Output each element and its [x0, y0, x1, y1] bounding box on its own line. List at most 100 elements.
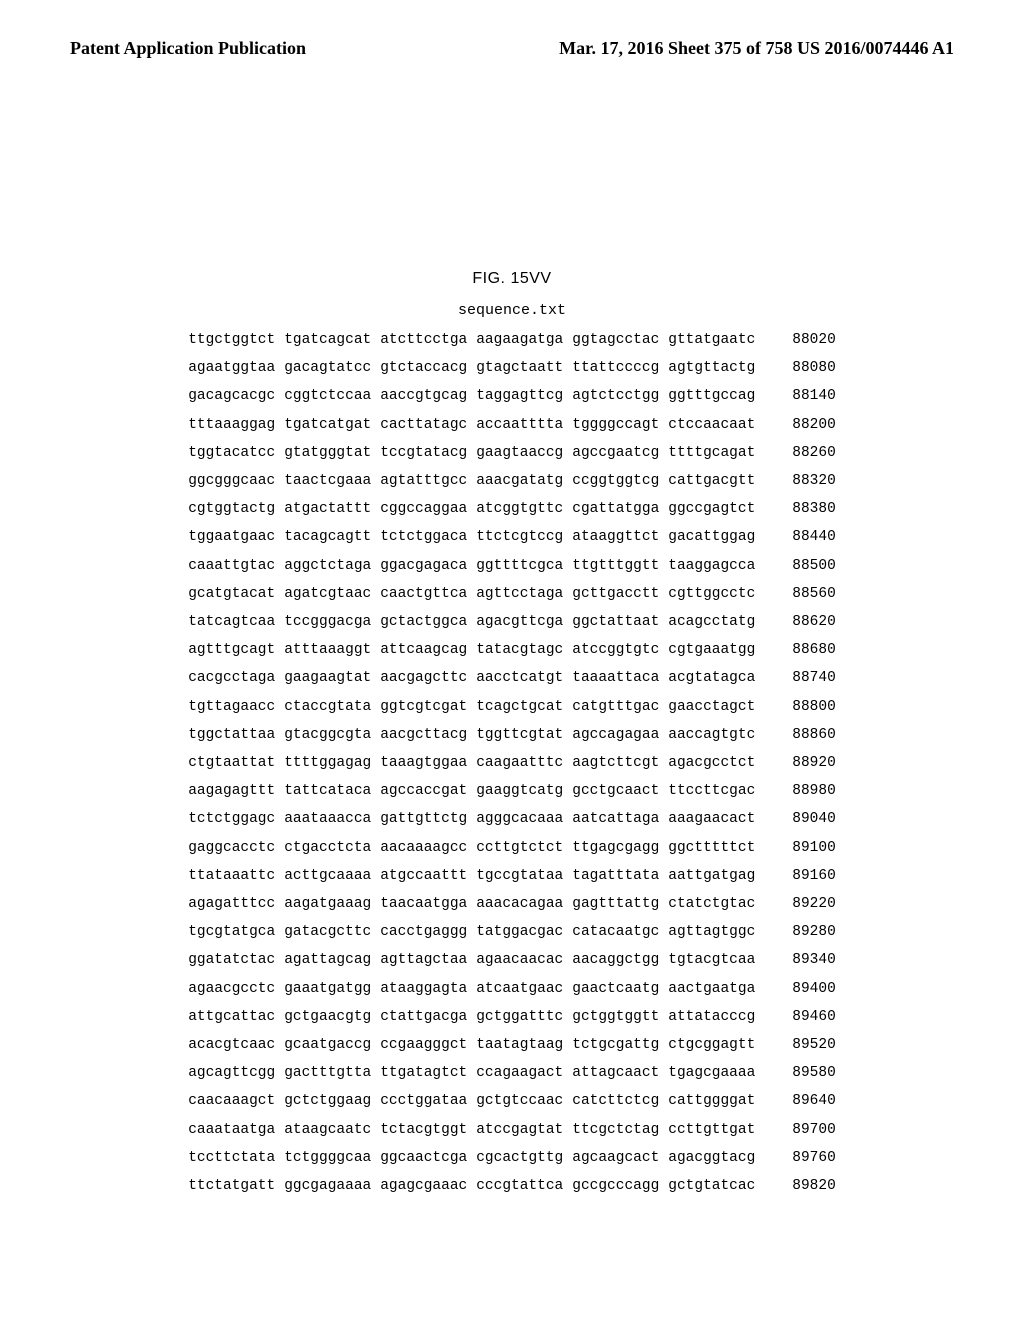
- sequence-group: gctggtggtt: [572, 1003, 668, 1031]
- sequence-position: 89040: [764, 805, 836, 833]
- sequence-group: tggggccagt: [572, 411, 668, 439]
- sequence-group: atcaatgaac: [476, 975, 572, 1003]
- sequence-group: ccagaagact: [476, 1059, 572, 1087]
- sequence-group: ttttggagag: [284, 749, 380, 777]
- sequence-group: tctctggagc: [188, 805, 284, 833]
- sequence-group: gaagaagtat: [284, 664, 380, 692]
- sequence-group: acttgcaaaa: [284, 862, 380, 890]
- sequence-row: ttctatgattggcgagaaaaagagcgaaaccccgtattca…: [188, 1172, 836, 1200]
- sequence-group: agagcgaaac: [380, 1172, 476, 1200]
- sequence-group: aactgaatga: [668, 975, 764, 1003]
- sequence-group: ataaggttct: [572, 523, 668, 551]
- sequence-row: agtttgcagtatttaaaggtattcaagcagtatacgtagc…: [188, 636, 836, 664]
- sequence-group: cggccaggaa: [380, 495, 476, 523]
- sequence-row: tttaaaggagtgatcatgatcacttatagcaccaatttta…: [188, 411, 836, 439]
- sequence-group: cgttggcctc: [668, 580, 764, 608]
- sequence-row: tatcagtcaatccgggacgagctactggcaagacgttcga…: [188, 608, 836, 636]
- sequence-group: agaacgcctc: [188, 975, 284, 1003]
- sequence-group: tagatttata: [572, 862, 668, 890]
- sequence-row: caaataatgaataagcaatctctacgtggtatccgagtat…: [188, 1116, 836, 1144]
- sequence-position: 88800: [764, 693, 836, 721]
- sequence-position: 89460: [764, 1003, 836, 1031]
- sequence-group: gtctaccacg: [380, 354, 476, 382]
- sequence-group: gttatgaatc: [668, 326, 764, 354]
- sequence-group: attgcattac: [188, 1003, 284, 1031]
- sequence-group: agtatttgcc: [380, 467, 476, 495]
- sequence-position: 88140: [764, 382, 836, 410]
- sequence-group: aagagagttt: [188, 777, 284, 805]
- sequence-row: attgcattacgctgaacgtgctattgacgagctggatttc…: [188, 1003, 836, 1031]
- sequence-group: agttagtggc: [668, 918, 764, 946]
- sequence-row: agagatttccaagatgaaagtaacaatggaaaacacagaa…: [188, 890, 836, 918]
- sequence-group: gaggcacctc: [188, 834, 284, 862]
- sequence-row: tggtacatccgtatgggtattccgtatacggaagtaaccg…: [188, 439, 836, 467]
- sequence-group: ctaccgtata: [284, 693, 380, 721]
- sequence-group: aacaggctgg: [572, 946, 668, 974]
- sequence-group: gaaggtcatg: [476, 777, 572, 805]
- sequence-group: tccgtatacg: [380, 439, 476, 467]
- sequence-group: agtctcctgg: [572, 382, 668, 410]
- sequence-group: ggcgggcaac: [188, 467, 284, 495]
- sequence-group: tggttcgtat: [476, 721, 572, 749]
- sequence-group: cattgacgtt: [668, 467, 764, 495]
- sequence-group: tatacgtagc: [476, 636, 572, 664]
- sequence-group: aagaagatga: [476, 326, 572, 354]
- sequence-group: ccctggataa: [380, 1087, 476, 1115]
- sequence-group: ttgctggtct: [188, 326, 284, 354]
- sequence-group: gatacgcttc: [284, 918, 380, 946]
- sequence-group: atccgagtat: [476, 1116, 572, 1144]
- sequence-group: ttcgctctag: [572, 1116, 668, 1144]
- sequence-group: gactttgtta: [284, 1059, 380, 1087]
- sequence-row: caacaaagctgctctggaagccctggataagctgtccaac…: [188, 1087, 836, 1115]
- sequence-group: catcttctcg: [572, 1087, 668, 1115]
- sequence-group: gaagtaaccg: [476, 439, 572, 467]
- sequence-group: ggccgagtct: [668, 495, 764, 523]
- sequence-group: tggtacatcc: [188, 439, 284, 467]
- sequence-group: ttgatagtct: [380, 1059, 476, 1087]
- sequence-group: agacggtacg: [668, 1144, 764, 1172]
- sequence-row: tgttagaaccctaccgtataggtcgtcgattcagctgcat…: [188, 693, 836, 721]
- sequence-group: gcctgcaact: [572, 777, 668, 805]
- sequence-group: ggcaactcga: [380, 1144, 476, 1172]
- sequence-group: atccggtgtc: [572, 636, 668, 664]
- sequence-row: tgcgtatgcagatacgcttccacctgagggtatggacgac…: [188, 918, 836, 946]
- sequence-position: 88920: [764, 749, 836, 777]
- sequence-group: agttagctaa: [380, 946, 476, 974]
- sequence-group: agattagcag: [284, 946, 380, 974]
- sequence-position: 88560: [764, 580, 836, 608]
- sequence-group: aaacacagaa: [476, 890, 572, 918]
- sequence-group: gacagcacgc: [188, 382, 284, 410]
- sequence-group: tctgcgattg: [572, 1031, 668, 1059]
- sequence-row: ctgtaattatttttggagagtaaagtggaacaagaatttc…: [188, 749, 836, 777]
- sequence-group: gctctggaag: [284, 1087, 380, 1115]
- sequence-group: aacaaaagcc: [380, 834, 476, 862]
- sequence-group: tctctggaca: [380, 523, 476, 551]
- sequence-group: tgatcagcat: [284, 326, 380, 354]
- sequence-row: ggatatctacagattagcagagttagctaaagaacaacac…: [188, 946, 836, 974]
- sequence-group: aacgcttacg: [380, 721, 476, 749]
- sequence-group: cattggggat: [668, 1087, 764, 1115]
- sequence-row: gcatgtacatagatcgtaaccaactgttcaagttcctaga…: [188, 580, 836, 608]
- sequence-group: atttaaaggt: [284, 636, 380, 664]
- sequence-group: gtacggcgta: [284, 721, 380, 749]
- sequence-position: 89820: [764, 1172, 836, 1200]
- sequence-group: aacctcatgt: [476, 664, 572, 692]
- sequence-group: agttcctaga: [476, 580, 572, 608]
- sequence-group: tgttagaacc: [188, 693, 284, 721]
- sequence-table: ttgctggtcttgatcagcatatcttcctgaaagaagatga…: [188, 326, 836, 1200]
- sequence-group: gcatgtacat: [188, 580, 284, 608]
- sequence-group: ttttgcagat: [668, 439, 764, 467]
- sequence-group: cgtggtactg: [188, 495, 284, 523]
- sequence-group: tggaatgaac: [188, 523, 284, 551]
- sequence-group: attatacccg: [668, 1003, 764, 1031]
- sequence-group: aggctctaga: [284, 552, 380, 580]
- sequence-group: tctacgtggt: [380, 1116, 476, 1144]
- sequence-row: gacagcacgccggtctccaaaaccgtgcagtaggagttcg…: [188, 382, 836, 410]
- sequence-group: cgtgaaatgg: [668, 636, 764, 664]
- sequence-group: ccggtggtcg: [572, 467, 668, 495]
- sequence-group: catgtttgac: [572, 693, 668, 721]
- sequence-group: agcagttcgg: [188, 1059, 284, 1087]
- sequence-group: aagatgaaag: [284, 890, 380, 918]
- figure-label: FIG. 15VV: [0, 270, 1024, 288]
- sequence-group: gctgtatcac: [668, 1172, 764, 1200]
